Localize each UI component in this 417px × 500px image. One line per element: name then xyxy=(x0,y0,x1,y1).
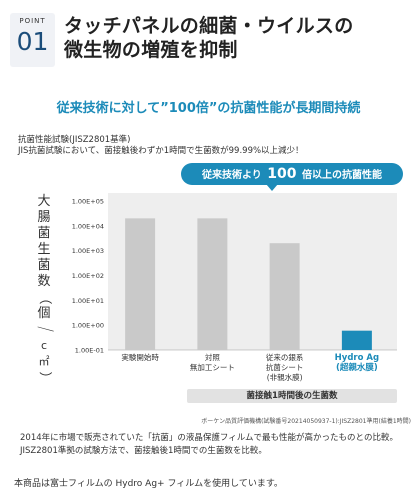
callout-suffix: 倍以上の抗菌性能 xyxy=(302,170,382,181)
bar xyxy=(197,218,228,350)
headline-line-1: タッチパネルの細菌・ウイルスの xyxy=(64,15,354,37)
y-axis-label-char: ㎡ xyxy=(38,355,50,368)
footer-paragraph: 2014年に市場で販売されていた「抗菌」の液晶保護フィルムで最も性能が高かったも… xyxy=(20,433,398,456)
x-tick-label: 従来の銀系 xyxy=(266,352,304,362)
x-axis-title-box xyxy=(187,389,397,403)
x-tick-label: 実験開始時 xyxy=(121,352,159,362)
callout-number: 100 xyxy=(267,166,297,182)
y-tick-label: 1.00E+00 xyxy=(72,322,104,330)
callout-text: 従来技術より 100 倍以上の抗菌性能 xyxy=(181,163,403,185)
y-tick-label: 1.00E+01 xyxy=(72,297,104,305)
y-axis-label-char: 菌 xyxy=(37,258,51,273)
bar xyxy=(125,218,156,350)
subheadline: 従来技術に対して”100倍”の抗菌性能が長期間持続 xyxy=(56,101,361,116)
y-axis-label-char: 大 xyxy=(37,194,51,209)
footer-note: 本商品は富士フィルムの Hydro Ag+ フィルムを使用しています。 xyxy=(14,479,283,489)
y-tick-label: 1.00E-01 xyxy=(75,347,104,355)
y-axis-label-char: 生 xyxy=(37,242,51,257)
y-axis-label-char: 数 xyxy=(37,274,51,289)
y-axis-label-char: 腸 xyxy=(37,210,51,225)
point-badge xyxy=(10,13,55,67)
y-tick-label: 1.00E+05 xyxy=(72,198,104,206)
source-note: ボーケン品質評価機構(試験番号20214050937-1):JISZ2801準用… xyxy=(201,418,411,425)
bar xyxy=(341,330,372,350)
x-axis-title: 菌接触1時間後の生菌数 xyxy=(246,391,338,401)
x-tick-label: (超親水膜) xyxy=(336,362,378,373)
y-tick-label: 1.00E+04 xyxy=(72,222,104,230)
y-axis-label: 大腸菌生菌数（個／ c ㎡） xyxy=(35,194,54,386)
bar xyxy=(269,243,300,350)
x-tick-label: 抗菌シート xyxy=(266,362,304,372)
headline-line-2: 微生物の増殖を抑制 xyxy=(64,39,238,61)
callout-bubble xyxy=(181,163,403,185)
plot-area xyxy=(108,193,397,350)
x-tick-label: 無加工シート xyxy=(190,362,235,372)
point-number: 01 xyxy=(16,27,49,56)
x-tick-label: 対照 xyxy=(205,352,220,362)
test-name: 抗菌性能試験(JISZ2801基準) xyxy=(18,135,131,145)
y-tick-label: 1.00E+02 xyxy=(72,272,104,280)
y-tick-label: 1.00E+03 xyxy=(72,247,104,255)
bar-chart: 1.00E-01 1.00E+00 1.00E+01 1.00E+02 1.00E+03… xyxy=(72,193,397,382)
callout-tail xyxy=(266,184,278,191)
point-label: POINT xyxy=(19,17,46,25)
x-tick-label: (非親水膜) xyxy=(267,372,303,382)
headline: タッチパネルの細菌・ウイルスの 微生物の増殖を抑制 xyxy=(64,14,354,62)
test-description: JIS抗菌試験において、菌接触後わずか1時間で生菌数が99.99%以上減少！ xyxy=(18,146,304,156)
y-axis-label-char: c xyxy=(40,339,48,352)
y-axis-label-char: 個 xyxy=(37,306,51,321)
x-tick-label: Hydro Ag xyxy=(335,353,379,363)
y-axis-label-char: 菌 xyxy=(37,226,51,241)
callout-prefix: 従来技術より xyxy=(201,170,262,181)
